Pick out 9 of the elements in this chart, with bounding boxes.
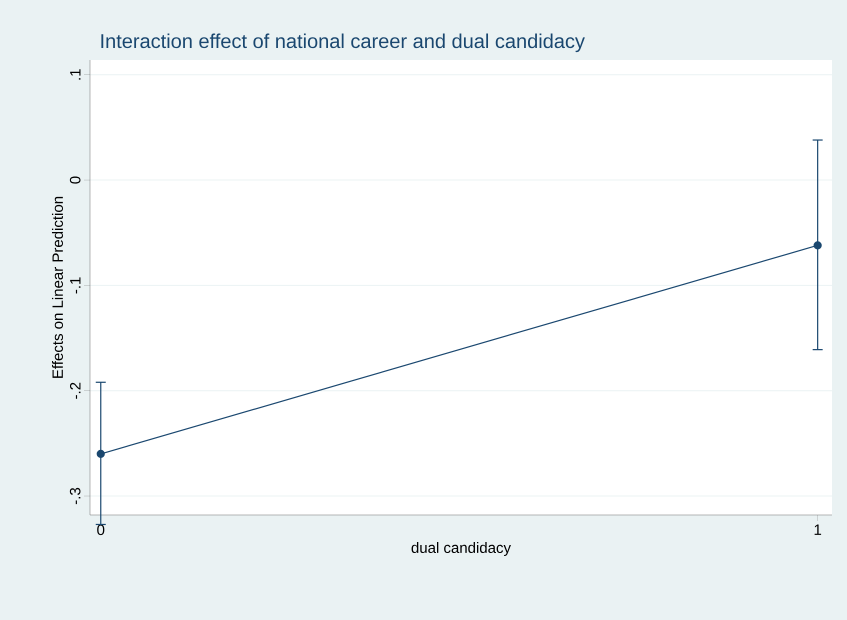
- y-tick-label: -.3: [70, 488, 80, 504]
- y-tick-label: -.1: [70, 277, 80, 294]
- y-tick-label: .1: [70, 69, 80, 80]
- y-tick-label: -.2: [70, 382, 80, 399]
- chart-title: Interaction effect of national career and dual candidacy: [101, 33, 585, 52]
- x-axis-title: dual candidacy: [412, 542, 511, 556]
- x-tick-label: 1: [814, 524, 822, 535]
- y-tick-label: 0: [70, 176, 80, 184]
- y-axis-title: Effects on Linear Prediction: [52, 196, 63, 378]
